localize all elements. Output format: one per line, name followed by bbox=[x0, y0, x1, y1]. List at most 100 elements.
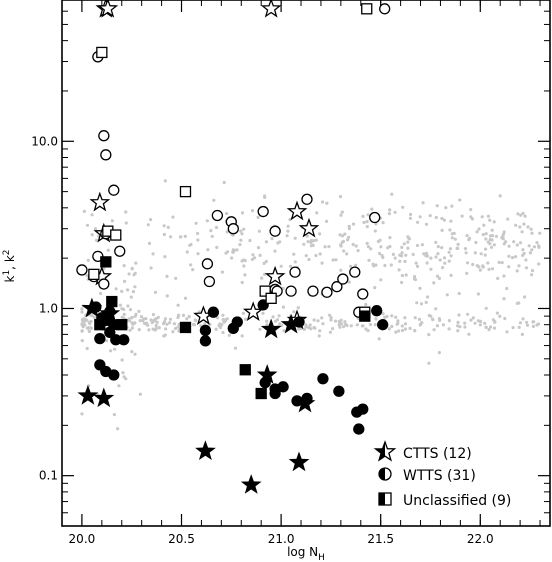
square-open-point bbox=[259, 285, 271, 297]
background-point bbox=[124, 210, 128, 214]
circle-open-point bbox=[285, 285, 297, 297]
legend-square-half-icon bbox=[378, 492, 392, 506]
background-point bbox=[383, 263, 387, 268]
background-point bbox=[222, 320, 226, 324]
background-point bbox=[413, 275, 417, 279]
background-point bbox=[465, 271, 469, 275]
background-point bbox=[411, 252, 415, 256]
background-point bbox=[93, 227, 98, 231]
background-point bbox=[264, 259, 268, 264]
background-point bbox=[365, 241, 369, 245]
circle-open-point bbox=[76, 264, 88, 276]
background-point bbox=[400, 245, 404, 249]
background-point bbox=[271, 315, 275, 319]
background-point bbox=[121, 371, 125, 375]
background-point bbox=[467, 332, 471, 336]
background-point bbox=[292, 310, 296, 314]
background-point bbox=[171, 215, 175, 219]
background-point bbox=[343, 232, 347, 236]
background-point bbox=[400, 273, 404, 278]
background-point bbox=[502, 297, 506, 301]
background-point bbox=[418, 286, 422, 290]
background-point bbox=[122, 264, 126, 268]
background-point bbox=[471, 316, 475, 320]
square-half-icon bbox=[378, 492, 392, 506]
background-point bbox=[420, 243, 424, 247]
background-point bbox=[400, 280, 404, 285]
background-point bbox=[162, 224, 166, 228]
background-point bbox=[192, 323, 196, 327]
background-point bbox=[518, 241, 523, 245]
background-point bbox=[314, 238, 318, 242]
background-point bbox=[537, 245, 541, 249]
background-point bbox=[233, 346, 238, 350]
background-point bbox=[176, 325, 180, 329]
background-point bbox=[403, 259, 407, 264]
background-point bbox=[149, 266, 153, 270]
background-point bbox=[273, 249, 277, 253]
background-point bbox=[447, 319, 451, 323]
background-point bbox=[132, 273, 136, 277]
background-point bbox=[478, 268, 482, 272]
background-point bbox=[426, 295, 430, 299]
background-point bbox=[133, 285, 137, 289]
background-point bbox=[417, 317, 422, 321]
square-filled-point bbox=[239, 364, 251, 376]
ticks: 20.0 20.5 21.0 21.5 22.0 0.1 1.0 10.0 bbox=[31, 0, 550, 546]
background-point bbox=[133, 352, 137, 356]
background-point bbox=[458, 325, 462, 329]
background-point bbox=[484, 306, 488, 310]
background-point bbox=[489, 245, 494, 249]
background-point bbox=[209, 229, 213, 233]
background-point bbox=[154, 327, 158, 331]
background-point bbox=[381, 312, 385, 316]
background-point bbox=[80, 307, 84, 311]
background-point bbox=[168, 321, 172, 325]
background-point bbox=[137, 309, 141, 313]
square-filled-point bbox=[255, 387, 267, 400]
background-point bbox=[402, 242, 406, 246]
background-point bbox=[304, 254, 308, 258]
square-open-point bbox=[265, 292, 277, 304]
background-point bbox=[413, 277, 417, 281]
background-point bbox=[427, 333, 431, 337]
background-point bbox=[364, 302, 368, 307]
circle-open-point bbox=[211, 209, 224, 222]
background-point bbox=[215, 245, 219, 249]
background-point bbox=[492, 220, 496, 224]
background-point bbox=[403, 316, 407, 320]
background-points bbox=[80, 179, 542, 431]
background-point bbox=[424, 300, 428, 304]
background-point bbox=[449, 254, 453, 258]
background-point bbox=[374, 263, 378, 267]
background-point bbox=[530, 248, 534, 252]
background-point bbox=[521, 317, 525, 321]
background-point bbox=[169, 235, 173, 239]
background-point bbox=[131, 290, 135, 294]
background-point bbox=[397, 329, 401, 333]
background-point bbox=[484, 232, 488, 236]
circle-open-point bbox=[321, 286, 333, 298]
background-point bbox=[456, 242, 460, 246]
background-point bbox=[507, 254, 511, 258]
background-point bbox=[466, 261, 470, 265]
background-point bbox=[489, 325, 493, 329]
background-point bbox=[378, 251, 382, 256]
background-point bbox=[151, 319, 155, 323]
background-point bbox=[538, 231, 542, 235]
background-point bbox=[151, 327, 155, 331]
background-point bbox=[240, 280, 244, 285]
background-point bbox=[206, 248, 210, 252]
background-point bbox=[373, 286, 377, 290]
background-point bbox=[286, 229, 290, 233]
background-point bbox=[309, 238, 313, 242]
background-point bbox=[456, 320, 460, 324]
background-point bbox=[415, 264, 420, 268]
background-point bbox=[514, 223, 518, 227]
background-point bbox=[302, 242, 306, 246]
background-point bbox=[99, 291, 103, 296]
background-point bbox=[286, 224, 290, 228]
background-point bbox=[456, 246, 460, 250]
background-point bbox=[450, 236, 454, 240]
background-point bbox=[523, 295, 527, 299]
